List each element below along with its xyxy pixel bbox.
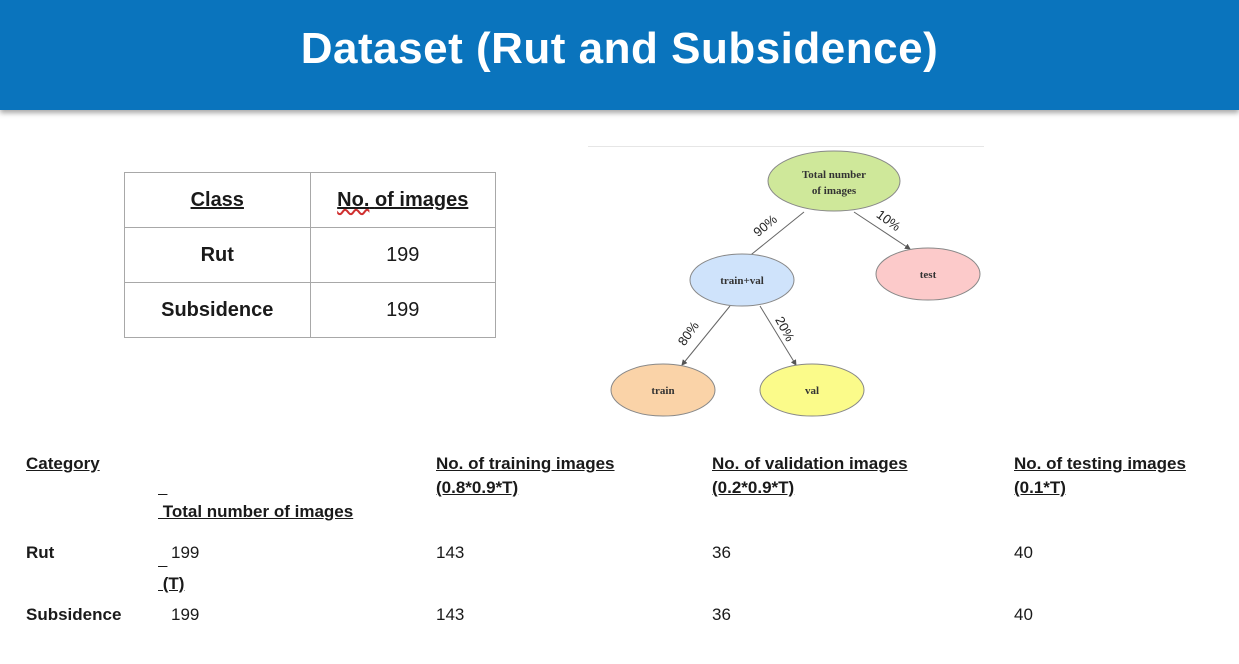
row-count: 199 xyxy=(309,227,496,283)
edge-label-20: 20% xyxy=(772,314,798,344)
col-header-line2: (T) xyxy=(158,574,185,593)
col-header-line2: (0.2*0.9*T) xyxy=(712,478,795,497)
split-tree-diagram: 90% 10% 80% 20% Total number of images t… xyxy=(610,150,981,417)
node-train xyxy=(610,363,716,417)
row-count: 199 xyxy=(309,282,496,338)
edge-label-80: 80% xyxy=(675,318,702,348)
row-val: 36 xyxy=(712,605,731,624)
diagram-frame xyxy=(588,146,984,427)
page-title: Dataset (Rut and Subsidence) xyxy=(300,24,939,73)
header-count-no: No. xyxy=(337,188,370,211)
col-header-validation: No. of validation images (0.2*0.9*T) xyxy=(712,452,908,500)
table-row: Rut 199 xyxy=(124,227,496,283)
row-test: 40 xyxy=(1014,543,1033,562)
row-total: 199 xyxy=(171,543,200,562)
node-test xyxy=(875,247,981,301)
col-header-testing: No. of testing images (0.1*T) xyxy=(1014,452,1186,500)
header-class: Class xyxy=(124,172,311,228)
header-count-rest: of images xyxy=(374,188,469,211)
table-row: Subsidence 199 xyxy=(124,282,496,338)
node-trainval-label: train+val xyxy=(720,275,764,287)
col-header-training: No. of training images (0.8*0.9*T) xyxy=(436,452,615,500)
col-header-line1: No. of training images xyxy=(436,454,615,473)
col-header-line1: No. of validation images xyxy=(712,454,908,473)
edge-root-trainval xyxy=(741,211,805,263)
edge-trainval-train xyxy=(681,305,731,366)
row-val: 36 xyxy=(712,543,731,562)
row-train: 143 xyxy=(436,543,465,562)
edge-trainval-val xyxy=(759,305,797,366)
node-total-images xyxy=(767,150,901,212)
node-train-label: train xyxy=(651,385,674,397)
row-category: Subsidence xyxy=(26,605,122,624)
class-count-table: Class No. of images Rut 199 Subsidence 1… xyxy=(124,172,496,338)
table-header-row: Class No. of images xyxy=(124,172,496,228)
node-val-label: val xyxy=(805,385,819,397)
node-val xyxy=(759,363,865,417)
node-trainval xyxy=(689,253,795,307)
row-train: 143 xyxy=(436,605,465,624)
edge-root-test xyxy=(853,211,911,250)
col-header-line1: No. of testing images xyxy=(1014,454,1186,473)
row-class: Rut xyxy=(124,227,311,283)
col-header-total: Total number of images (T) xyxy=(158,452,354,620)
row-total: 199 xyxy=(171,605,200,624)
node-total-label-2: of images xyxy=(812,185,857,197)
edge-label-10: 10% xyxy=(874,207,904,235)
col-header-line1: Category xyxy=(26,454,100,473)
row-class: Subsidence xyxy=(124,282,311,338)
col-header-line1: Total number of images xyxy=(158,502,354,521)
row-test: 40 xyxy=(1014,605,1033,624)
node-test-label: test xyxy=(920,269,937,281)
header-count: No. of images xyxy=(309,172,496,228)
col-header-line2: (0.8*0.9*T) xyxy=(436,478,519,497)
col-header-line2: (0.1*T) xyxy=(1014,478,1066,497)
row-category: Rut xyxy=(26,543,55,562)
col-header-category: Category xyxy=(26,452,100,476)
node-total-label-1: Total number xyxy=(802,169,866,181)
title-banner: Dataset (Rut and Subsidence) xyxy=(0,0,1239,110)
